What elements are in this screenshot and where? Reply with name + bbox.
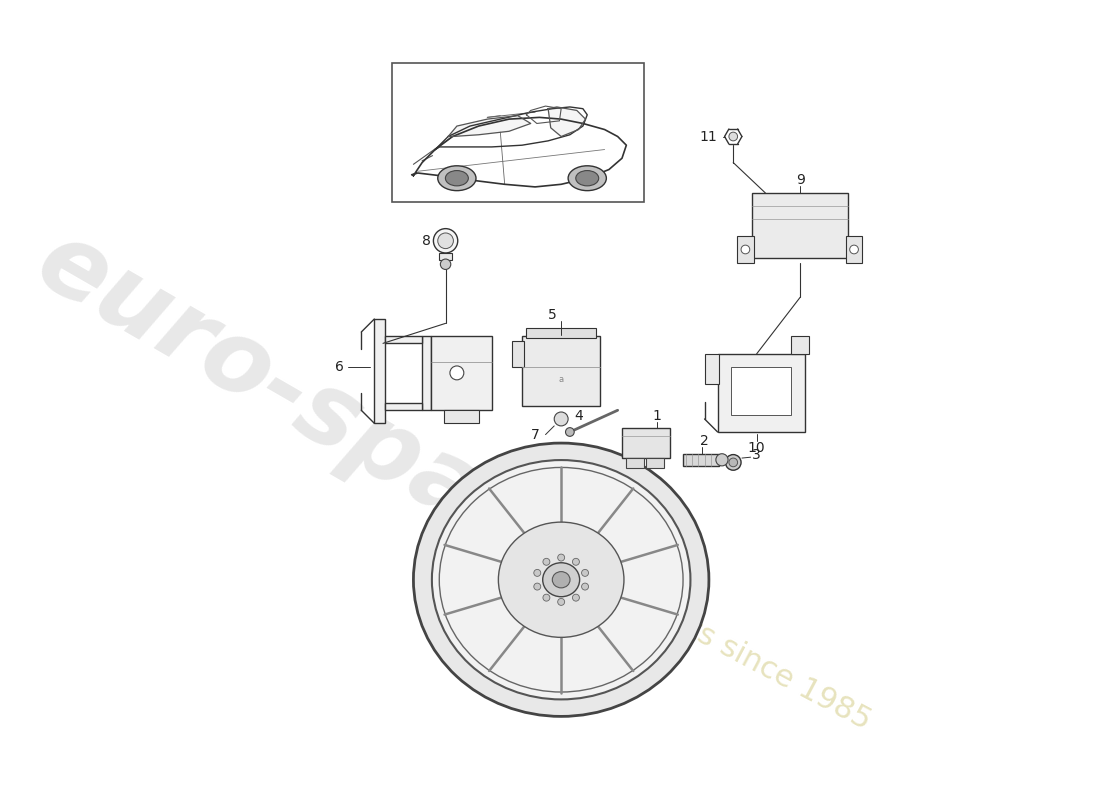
Bar [846, 237, 862, 262]
Circle shape [729, 132, 738, 141]
Circle shape [572, 558, 580, 566]
Circle shape [534, 583, 541, 590]
Bar [752, 193, 848, 258]
Ellipse shape [414, 443, 708, 716]
Bar [737, 237, 755, 262]
Circle shape [534, 570, 541, 576]
Text: 10: 10 [748, 441, 766, 454]
Circle shape [543, 558, 550, 566]
Bar [621, 428, 670, 458]
Circle shape [558, 598, 564, 606]
Ellipse shape [438, 166, 476, 190]
Bar [385, 336, 422, 343]
Bar [683, 454, 719, 466]
Bar [512, 341, 524, 367]
Ellipse shape [542, 562, 580, 597]
Circle shape [849, 245, 858, 254]
Bar [705, 354, 719, 384]
Text: 1: 1 [652, 410, 661, 423]
Bar [431, 336, 492, 410]
Bar [522, 336, 601, 406]
Text: 9: 9 [795, 173, 804, 187]
Ellipse shape [568, 166, 606, 190]
Text: 3: 3 [752, 449, 761, 462]
Text: 5: 5 [548, 308, 557, 322]
Text: 4: 4 [574, 410, 583, 423]
Circle shape [741, 245, 750, 254]
Circle shape [572, 594, 580, 601]
Circle shape [729, 458, 738, 466]
Polygon shape [548, 107, 585, 137]
Text: 7: 7 [530, 427, 539, 442]
Bar [717, 354, 804, 432]
Bar [385, 403, 422, 410]
Bar [443, 410, 478, 423]
Bar [792, 336, 808, 354]
Circle shape [582, 583, 588, 590]
Text: a passion for parts since 1985: a passion for parts since 1985 [455, 494, 876, 735]
Ellipse shape [498, 522, 624, 638]
Bar [730, 367, 792, 414]
Circle shape [554, 412, 568, 426]
Circle shape [433, 229, 458, 253]
Ellipse shape [432, 460, 691, 699]
Circle shape [543, 594, 550, 601]
Bar [422, 336, 431, 410]
Circle shape [582, 570, 588, 576]
Polygon shape [448, 116, 530, 137]
Text: 11: 11 [700, 130, 717, 143]
Bar [374, 319, 385, 423]
Bar [527, 328, 596, 338]
Text: 8: 8 [422, 234, 431, 248]
Circle shape [438, 233, 453, 249]
Text: euro-spares: euro-spares [19, 213, 651, 634]
Bar [626, 458, 644, 469]
Circle shape [725, 454, 741, 470]
Bar [440, 253, 452, 260]
Text: 6: 6 [336, 360, 344, 374]
Ellipse shape [446, 170, 469, 186]
Text: 2: 2 [701, 434, 708, 448]
Circle shape [716, 454, 728, 466]
Circle shape [450, 366, 464, 380]
Circle shape [558, 554, 564, 561]
Ellipse shape [552, 572, 570, 588]
Circle shape [440, 259, 451, 270]
Text: a: a [559, 375, 563, 384]
Bar [392, 62, 644, 202]
Circle shape [565, 428, 574, 436]
Bar [647, 458, 663, 469]
Ellipse shape [575, 170, 598, 186]
